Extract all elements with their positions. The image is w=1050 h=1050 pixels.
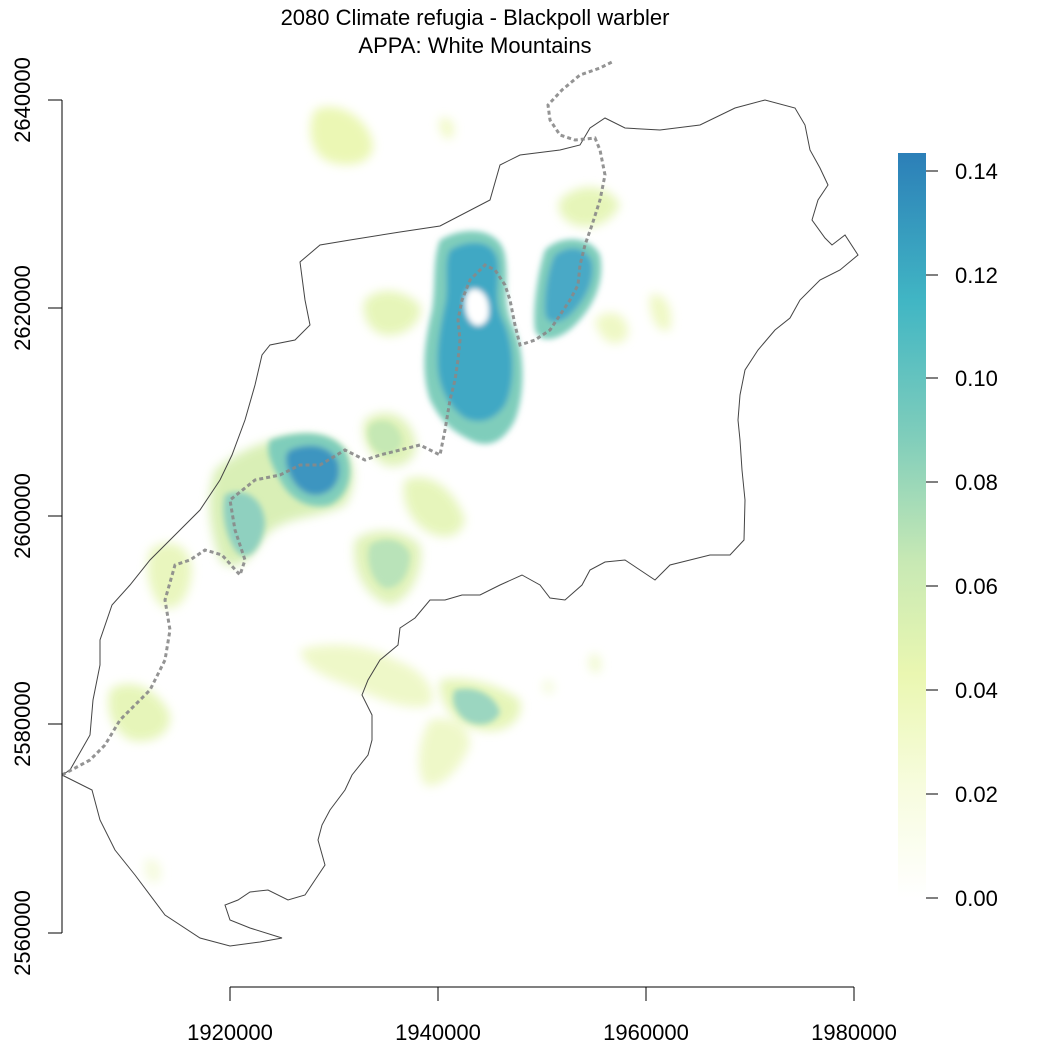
patch [300,645,433,707]
legend-label: 0.08 [955,470,998,495]
legend-label: 0.06 [955,574,998,599]
y-tick-label: 2600000 [10,473,35,559]
patch [310,107,373,165]
x-tick-label: 1960000 [603,1020,689,1045]
legend-label: 0.10 [955,366,998,391]
patch [108,684,170,741]
x-axis: 1920000 1940000 1960000 1980000 [187,987,897,1045]
patch [542,680,554,695]
patch [144,859,161,883]
y-tick-label: 2580000 [10,681,35,767]
patch [589,654,602,673]
y-tick-label: 2640000 [10,57,35,143]
patch [439,118,454,139]
x-tick-label: 1920000 [187,1020,273,1045]
patch [148,543,192,608]
legend-label: 0.12 [955,263,998,288]
patch [559,187,620,227]
legend-label: 0.00 [955,886,998,911]
patch [419,719,470,786]
y-axis: 2560000 2580000 2600000 2620000 2640000 [10,57,62,976]
suitability-raster [108,107,671,883]
y-tick-label: 2560000 [10,890,35,976]
patch [650,294,672,331]
x-tick-label: 1980000 [811,1020,897,1045]
legend-label: 0.04 [955,678,998,703]
patch [595,313,628,344]
patch [364,291,421,335]
legend-label: 0.14 [955,159,998,184]
legend-colorbar [898,153,926,898]
legend-label: 0.02 [955,782,998,807]
patch [404,477,465,536]
color-legend: 0.00 0.02 0.04 0.06 0.08 0.10 0.12 0.14 [898,153,998,911]
y-tick-label: 2620000 [10,265,35,351]
x-tick-label: 1940000 [395,1020,481,1045]
